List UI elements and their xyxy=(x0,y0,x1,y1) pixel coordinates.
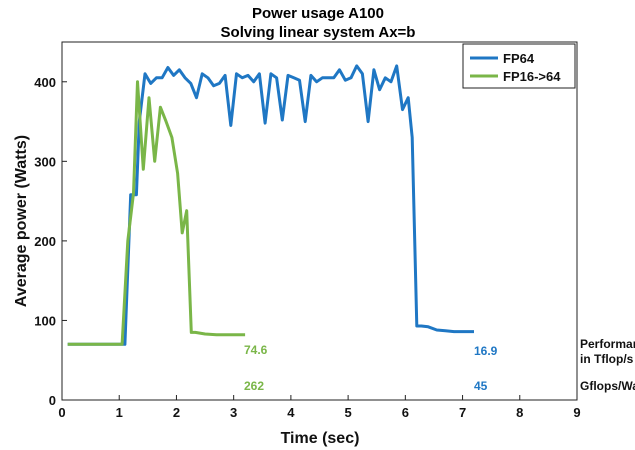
y-axis-label: Average power (Watts) xyxy=(13,135,30,307)
y-tick-label: 300 xyxy=(34,154,56,169)
fp16-efficiency-value: 262 xyxy=(244,379,264,393)
x-tick-label: 2 xyxy=(173,405,180,420)
y-tick-label: 100 xyxy=(34,313,56,328)
legend-box xyxy=(462,43,576,89)
series-line-fp64 xyxy=(67,64,474,346)
efficiency-label: Gflops/Watts xyxy=(580,379,635,393)
y-tick-label: 200 xyxy=(34,234,56,249)
chart-title: Power usage A100 xyxy=(252,5,384,22)
series-lines xyxy=(67,64,474,346)
x-tick-label: 1 xyxy=(116,405,123,420)
legend-label-fp64: FP64 xyxy=(503,51,535,66)
x-tick-label: 5 xyxy=(344,405,351,420)
x-tick-label: 4 xyxy=(287,405,295,420)
x-tick-label: 3 xyxy=(230,405,237,420)
performance-label-line1: Performance xyxy=(580,337,635,351)
x-tick-label: 7 xyxy=(459,405,466,420)
plot-area xyxy=(61,41,578,401)
fp64-efficiency-value: 45 xyxy=(474,379,488,393)
legend: FP64 FP16->64 xyxy=(462,43,576,89)
series-line-fp16-64 xyxy=(67,80,246,346)
y-tick-label: 0 xyxy=(49,393,56,408)
x-axis-label: Time (sec) xyxy=(281,430,360,447)
x-tick-label: 8 xyxy=(516,405,523,420)
x-tick-label: 9 xyxy=(573,405,580,420)
fp64-performance-value: 16.9 xyxy=(474,344,498,358)
chart-subtitle: Solving linear system Ax=b xyxy=(221,24,416,41)
x-axis-ticks: 0 1 2 3 4 5 6 7 8 9 xyxy=(58,395,581,420)
legend-label-fp16: FP16->64 xyxy=(503,69,561,84)
x-tick-label: 6 xyxy=(402,405,409,420)
x-tick-label: 0 xyxy=(58,405,65,420)
fp16-performance-value: 74.6 xyxy=(244,343,268,357)
y-axis-ticks: 0 100 200 300 400 xyxy=(34,75,67,408)
y-tick-label: 400 xyxy=(34,75,56,90)
performance-label-line2: in Tflop/s xyxy=(580,352,634,366)
